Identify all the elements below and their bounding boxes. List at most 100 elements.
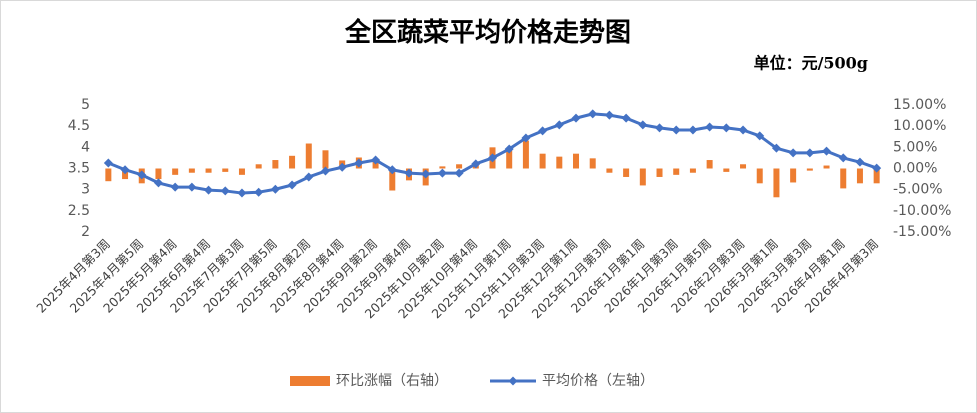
bar xyxy=(740,164,747,169)
y2-tick-label: -10.00% xyxy=(893,203,951,219)
y2-tick-label: 15.00% xyxy=(893,97,946,113)
marker xyxy=(187,182,197,192)
marker xyxy=(638,120,648,130)
y2-tick-label: 5.00% xyxy=(893,139,937,155)
marker xyxy=(655,123,665,133)
marker xyxy=(137,170,147,180)
bar xyxy=(589,158,596,169)
marker xyxy=(220,186,230,196)
marker xyxy=(437,168,447,178)
legend-swatch xyxy=(508,376,518,386)
marker xyxy=(621,113,631,123)
marker xyxy=(320,166,330,176)
y2-tick-label: -15.00% xyxy=(893,224,951,240)
bar xyxy=(756,168,763,184)
legend-swatch xyxy=(290,376,330,386)
y2-tick-label: -5.00% xyxy=(893,182,943,198)
marker xyxy=(471,159,481,169)
y-tick-label: 3.5 xyxy=(68,161,90,177)
bar xyxy=(790,168,797,183)
marker xyxy=(521,133,531,143)
marker xyxy=(771,143,781,153)
bar xyxy=(723,168,730,172)
bar xyxy=(222,168,229,172)
marker xyxy=(738,125,748,135)
bar xyxy=(673,168,680,175)
marker xyxy=(304,172,314,182)
y2-tick-label: 0.00% xyxy=(893,161,937,177)
marker xyxy=(805,148,815,158)
marker xyxy=(488,153,497,163)
marker xyxy=(354,158,364,168)
bar xyxy=(522,140,529,169)
bar xyxy=(573,153,580,169)
y2-tick-label: 10.00% xyxy=(893,118,946,134)
bar xyxy=(289,155,296,169)
marker xyxy=(705,122,715,132)
marker xyxy=(371,155,381,165)
marker xyxy=(688,125,698,135)
bar xyxy=(840,168,847,189)
marker xyxy=(337,162,347,172)
marker xyxy=(454,168,464,178)
y-tick-label: 2 xyxy=(81,224,90,240)
bar xyxy=(205,168,212,173)
bar xyxy=(556,156,563,169)
chart-title: 全区蔬菜平均价格走势图 xyxy=(344,17,631,48)
y-tick-label: 4 xyxy=(81,139,90,155)
bar xyxy=(623,168,630,177)
legend-label: 环比涨幅（右轴） xyxy=(336,373,448,389)
y-tick-label: 2.5 xyxy=(68,203,90,219)
bar xyxy=(322,150,329,169)
bar xyxy=(873,168,880,184)
marker xyxy=(170,182,180,192)
marker xyxy=(287,180,297,190)
marker xyxy=(588,109,598,119)
marker xyxy=(504,144,514,154)
bar xyxy=(255,164,262,169)
bar xyxy=(389,168,396,191)
marker xyxy=(571,113,581,123)
bar xyxy=(856,168,863,184)
bar xyxy=(439,166,446,169)
bar xyxy=(806,168,813,171)
bar xyxy=(539,153,546,169)
bar xyxy=(823,165,830,169)
bar xyxy=(272,160,279,169)
marker xyxy=(153,178,163,188)
y-tick-label: 5 xyxy=(81,97,90,113)
marker xyxy=(103,158,113,168)
bar xyxy=(606,168,613,173)
bar xyxy=(639,168,646,186)
marker xyxy=(855,157,865,167)
bar xyxy=(105,168,112,182)
marker xyxy=(421,169,431,179)
bar xyxy=(238,168,245,175)
marker xyxy=(404,168,414,178)
bar xyxy=(773,168,780,198)
bar xyxy=(155,168,162,180)
marker xyxy=(270,184,280,194)
legend-label: 平均价格（左轴） xyxy=(542,373,654,389)
marker xyxy=(554,120,564,130)
marker xyxy=(538,126,548,136)
marker xyxy=(721,123,731,133)
y-tick-label: 4.5 xyxy=(68,118,90,134)
marker xyxy=(604,110,614,120)
marker xyxy=(872,163,882,173)
bar xyxy=(689,168,696,173)
marker xyxy=(755,131,765,141)
marker xyxy=(120,165,130,175)
bar xyxy=(656,168,663,177)
bar xyxy=(305,143,312,169)
bar xyxy=(188,168,195,173)
marker xyxy=(387,165,397,175)
y-tick-label: 3 xyxy=(81,182,90,198)
bar xyxy=(456,164,463,169)
marker xyxy=(822,146,832,156)
marker xyxy=(204,185,214,195)
unit-label: 单位：元/500g xyxy=(754,54,868,73)
bar xyxy=(506,150,513,169)
